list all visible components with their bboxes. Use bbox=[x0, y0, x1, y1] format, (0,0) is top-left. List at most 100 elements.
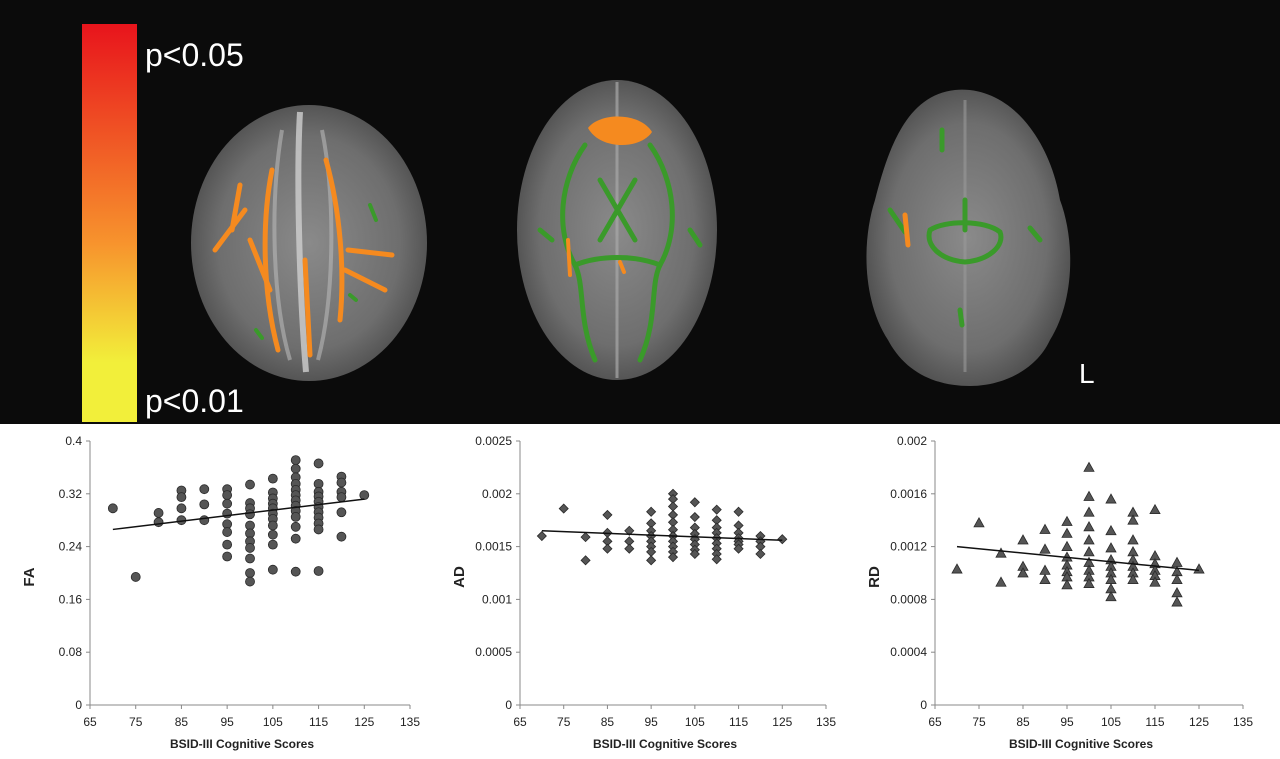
brain-slice-mid bbox=[517, 80, 717, 380]
colorbar bbox=[82, 24, 137, 422]
data-point bbox=[222, 498, 233, 509]
data-point bbox=[199, 499, 210, 510]
data-point bbox=[1083, 520, 1095, 532]
x-tick-label: 125 bbox=[772, 715, 792, 729]
data-point bbox=[646, 546, 657, 557]
data-point bbox=[245, 543, 255, 553]
data-point bbox=[580, 532, 591, 543]
data-point bbox=[1171, 556, 1183, 567]
data-point bbox=[1127, 534, 1139, 545]
data-point bbox=[580, 555, 591, 566]
x-tick-label: 75 bbox=[129, 715, 143, 729]
data-point bbox=[624, 525, 635, 536]
x-tick-label: 85 bbox=[175, 715, 189, 729]
data-point bbox=[755, 548, 766, 560]
data-point bbox=[290, 463, 301, 474]
y-tick-label: 0.0012 bbox=[890, 540, 927, 554]
orientation-label: L bbox=[1079, 358, 1095, 389]
data-point bbox=[176, 492, 187, 502]
data-point bbox=[245, 509, 255, 520]
data-point bbox=[1105, 590, 1117, 602]
scatter-plot-ad: 0 0.0005 0.001 0.0015 0.002 0.0025 65 75 85 95 105… bbox=[451, 434, 836, 751]
data-point bbox=[711, 504, 722, 515]
y-tick-label: 0.0025 bbox=[475, 434, 512, 448]
data-point bbox=[313, 566, 324, 576]
x-tick-label: 65 bbox=[928, 715, 942, 729]
data-point bbox=[290, 566, 301, 577]
y-tick-label: 0.0015 bbox=[475, 540, 512, 554]
data-point bbox=[267, 539, 278, 550]
x-tick-label: 75 bbox=[557, 715, 571, 729]
data-point bbox=[646, 555, 657, 566]
data-point bbox=[1039, 523, 1051, 534]
data-point bbox=[245, 553, 255, 564]
data-point bbox=[1039, 573, 1051, 584]
x-tick-label: 115 bbox=[729, 715, 748, 729]
x-tick-label: 95 bbox=[220, 715, 234, 729]
y-tick-label: 0.4 bbox=[65, 434, 82, 448]
data-point bbox=[1061, 540, 1073, 551]
data-point bbox=[336, 492, 347, 502]
data-point bbox=[267, 564, 278, 575]
data-point bbox=[1017, 534, 1029, 545]
data-point bbox=[290, 521, 301, 532]
data-point bbox=[1105, 493, 1117, 504]
brain-slice-superior bbox=[191, 105, 427, 381]
x-tick-label: 135 bbox=[400, 715, 420, 729]
y-tick-label: 0.001 bbox=[482, 592, 512, 606]
data-point bbox=[1083, 506, 1095, 517]
data-point bbox=[222, 551, 233, 562]
colorbar-top-label: p<0.05 bbox=[145, 37, 244, 73]
data-point bbox=[689, 511, 700, 523]
y-tick-label: 0.002 bbox=[897, 434, 927, 448]
data-point bbox=[1105, 542, 1117, 553]
x-tick-label: 65 bbox=[513, 715, 527, 729]
y-tick-label: 0.32 bbox=[59, 487, 83, 501]
data-point bbox=[536, 530, 547, 542]
data-point bbox=[1105, 524, 1117, 536]
data-point bbox=[1171, 586, 1183, 598]
data-point bbox=[1083, 546, 1095, 557]
data-point bbox=[336, 531, 347, 542]
x-tick-label: 135 bbox=[1233, 715, 1253, 729]
data-point bbox=[1039, 564, 1051, 575]
data-point bbox=[1061, 579, 1073, 590]
y-tick-label: 0.0005 bbox=[475, 645, 512, 659]
data-point bbox=[290, 512, 301, 522]
data-point bbox=[1039, 543, 1051, 554]
data-point bbox=[1149, 576, 1161, 587]
data-point bbox=[1061, 515, 1073, 526]
brain-map-panel: p<0.05 p<0.01 bbox=[0, 0, 1280, 424]
data-point bbox=[624, 543, 635, 554]
data-point bbox=[290, 455, 301, 466]
data-point bbox=[130, 572, 141, 582]
data-point bbox=[267, 473, 278, 484]
data-point bbox=[1171, 573, 1183, 584]
y-tick-label: 0.0004 bbox=[890, 645, 927, 659]
brain-map-figure: p<0.05 p<0.01 bbox=[82, 24, 1095, 422]
data-point bbox=[777, 534, 788, 545]
data-point bbox=[951, 563, 963, 574]
data-point bbox=[1193, 563, 1205, 574]
x-tick-label: 105 bbox=[1101, 715, 1121, 729]
data-point bbox=[1149, 503, 1161, 515]
data-point bbox=[1061, 527, 1073, 538]
data-point bbox=[1083, 461, 1095, 472]
data-point bbox=[153, 508, 164, 518]
data-point bbox=[602, 509, 613, 520]
data-point bbox=[313, 524, 324, 535]
y-tick-label: 0 bbox=[75, 698, 82, 712]
data-point bbox=[290, 533, 301, 544]
y-tick-label: 0.0016 bbox=[890, 487, 927, 501]
data-point bbox=[973, 517, 985, 528]
y-tick-label: 0 bbox=[920, 698, 927, 712]
data-point bbox=[176, 503, 187, 514]
scatter-plot-fa: 0 0.08 0.16 0.24 0.32 0.4 65 75 85 95 105 115 125 135… bbox=[21, 434, 420, 751]
x-tick-label: 125 bbox=[1189, 715, 1209, 729]
x-tick-label: 105 bbox=[263, 715, 283, 729]
data-point bbox=[733, 543, 744, 554]
data-point bbox=[1127, 573, 1139, 584]
data-point bbox=[267, 520, 278, 531]
x-tick-label: 95 bbox=[1060, 715, 1074, 729]
x-tick-label: 85 bbox=[601, 715, 615, 729]
